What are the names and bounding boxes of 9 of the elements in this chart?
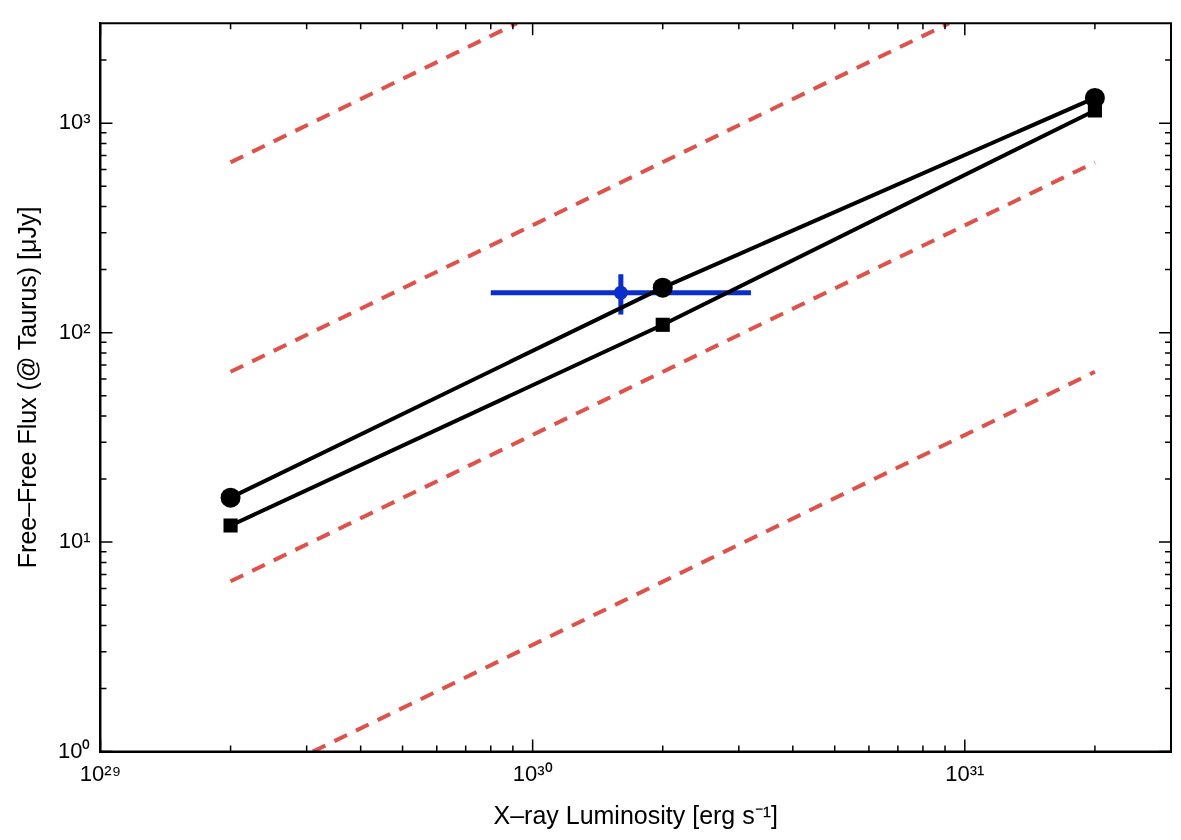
y-tick-label: 10²: [58, 318, 91, 344]
x-tick-label: 10²⁹: [79, 760, 122, 786]
x-tick-label: 10³⁰: [512, 760, 553, 786]
x-axis-title: X–ray Luminosity [erg s⁻¹]: [493, 800, 778, 829]
y-tick-label: 10³: [58, 109, 91, 135]
x-tick-label: 10³¹: [945, 760, 985, 786]
y-tick-label: 10⁰: [57, 737, 91, 763]
y-tick-label: 10¹: [58, 528, 91, 554]
y-axis-title: Free–Free Flux (@ Taurus) [μJy]: [12, 206, 41, 569]
